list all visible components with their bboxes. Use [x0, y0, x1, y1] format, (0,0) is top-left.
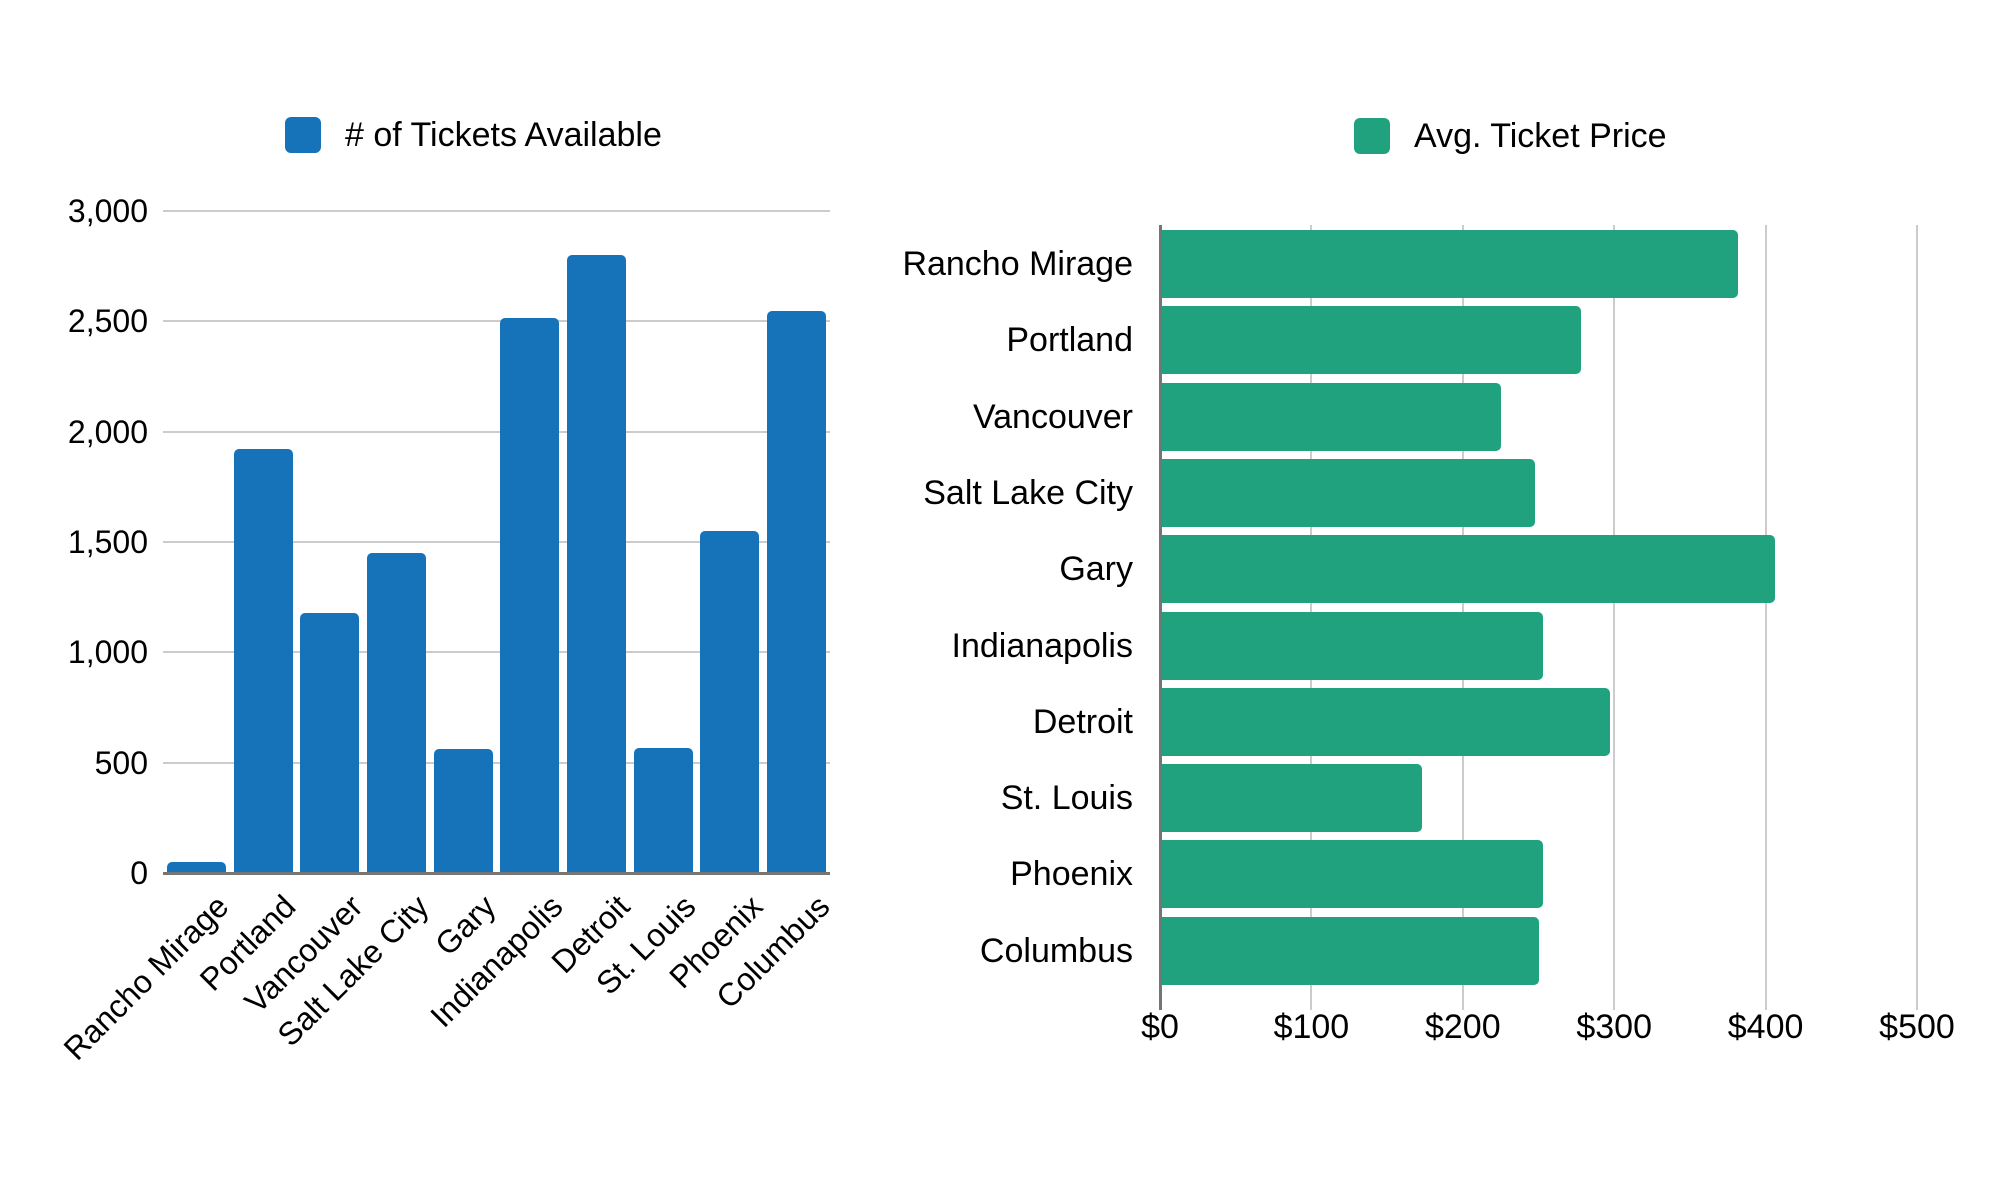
y-tick-label: 2,000 — [67, 413, 148, 450]
y-category-label: Indianapolis — [951, 626, 1133, 665]
tickets-chart: # of Tickets Available 0 500 1,000 1,500 2,0… — [57, 117, 836, 1067]
x-tick-label: $500 — [1879, 1008, 1955, 1046]
bar-detroit[interactable] — [1161, 687, 1610, 756]
prices-legend-swatch-icon — [1354, 118, 1390, 154]
tickets-plot-area: 0 500 1,000 1,500 2,000 2,500 3,000 Rancho Mira… — [57, 193, 836, 1067]
bar-st-louis[interactable] — [1161, 764, 1422, 833]
gridline-2000 — [163, 430, 830, 433]
bar-salt-lake-city[interactable] — [366, 553, 426, 873]
bar-columbus[interactable] — [1161, 916, 1539, 985]
bar-phoenix[interactable] — [700, 530, 760, 873]
bar-rancho-mirage[interactable] — [166, 861, 226, 873]
gridline-1000 — [163, 651, 830, 654]
y-tick-label: 1,000 — [67, 634, 148, 671]
gridline-3000 — [163, 210, 830, 212]
bar-vancouver[interactable] — [1161, 382, 1501, 451]
x-tick-label: $0 — [1141, 1008, 1179, 1046]
gridline-1500 — [163, 541, 830, 543]
y-tick-label: 2,500 — [67, 303, 148, 340]
bar-portland[interactable] — [233, 449, 293, 873]
y-category-label: Portland — [1006, 321, 1133, 360]
bar-salt-lake-city[interactable] — [1161, 458, 1536, 527]
bar-portland[interactable] — [1161, 306, 1581, 375]
bar-vancouver[interactable] — [300, 612, 360, 873]
bar-gary[interactable] — [433, 749, 493, 873]
prices-legend-label: Avg. Ticket Price — [1414, 117, 1667, 155]
bar-columbus[interactable] — [767, 311, 827, 873]
tickets-legend-label: # of Tickets Available — [345, 116, 662, 154]
gridline-2500 — [163, 320, 830, 323]
y-category-label: Phoenix — [1010, 855, 1133, 894]
x-tick-label: $300 — [1576, 1008, 1652, 1046]
bar-rancho-mirage[interactable] — [1161, 230, 1739, 298]
y-category-label: Gary — [1059, 550, 1133, 589]
y-category-label: Rancho Mirage — [902, 245, 1133, 283]
gridline-500 — [163, 761, 830, 764]
bar-indianapolis[interactable] — [1161, 611, 1544, 680]
gridline-300 — [1613, 225, 1616, 1010]
tickets-legend-swatch-icon — [285, 117, 321, 153]
y-tick-label: 500 — [94, 744, 148, 781]
bar-detroit[interactable] — [567, 255, 627, 873]
prices-legend[interactable]: Avg. Ticket Price — [1354, 118, 1667, 154]
x-tick-label: $100 — [1273, 1008, 1350, 1046]
gridline-400 — [1764, 225, 1767, 1010]
y-tick-label: 3,000 — [67, 193, 148, 229]
y-category-label: Columbus — [979, 931, 1133, 970]
gridline-500 — [1916, 225, 1918, 1010]
bar-indianapolis[interactable] — [500, 318, 560, 873]
y-category-label: Salt Lake City — [923, 473, 1133, 512]
y-category-label: Detroit — [1032, 702, 1133, 741]
y-category-label: Vancouver — [972, 397, 1133, 436]
x-axis-line — [163, 872, 830, 875]
y-category-label: St. Louis — [1000, 779, 1133, 818]
tickets-legend[interactable]: # of Tickets Available — [285, 117, 662, 153]
value-axis-line — [1159, 225, 1162, 1010]
prices-chart: Avg. Ticket Price $0 $100 $200 $300 $400 $500… — [902, 0, 2000, 1200]
y-tick-label: 1,500 — [67, 524, 148, 560]
x-tick-label: $200 — [1424, 1008, 1501, 1046]
x-tick-label: $400 — [1727, 1008, 1804, 1046]
bar-st-louis[interactable] — [633, 748, 693, 873]
bar-phoenix[interactable] — [1161, 840, 1544, 909]
bar-gary[interactable] — [1161, 535, 1775, 604]
y-tick-label: 0 — [130, 855, 148, 891]
